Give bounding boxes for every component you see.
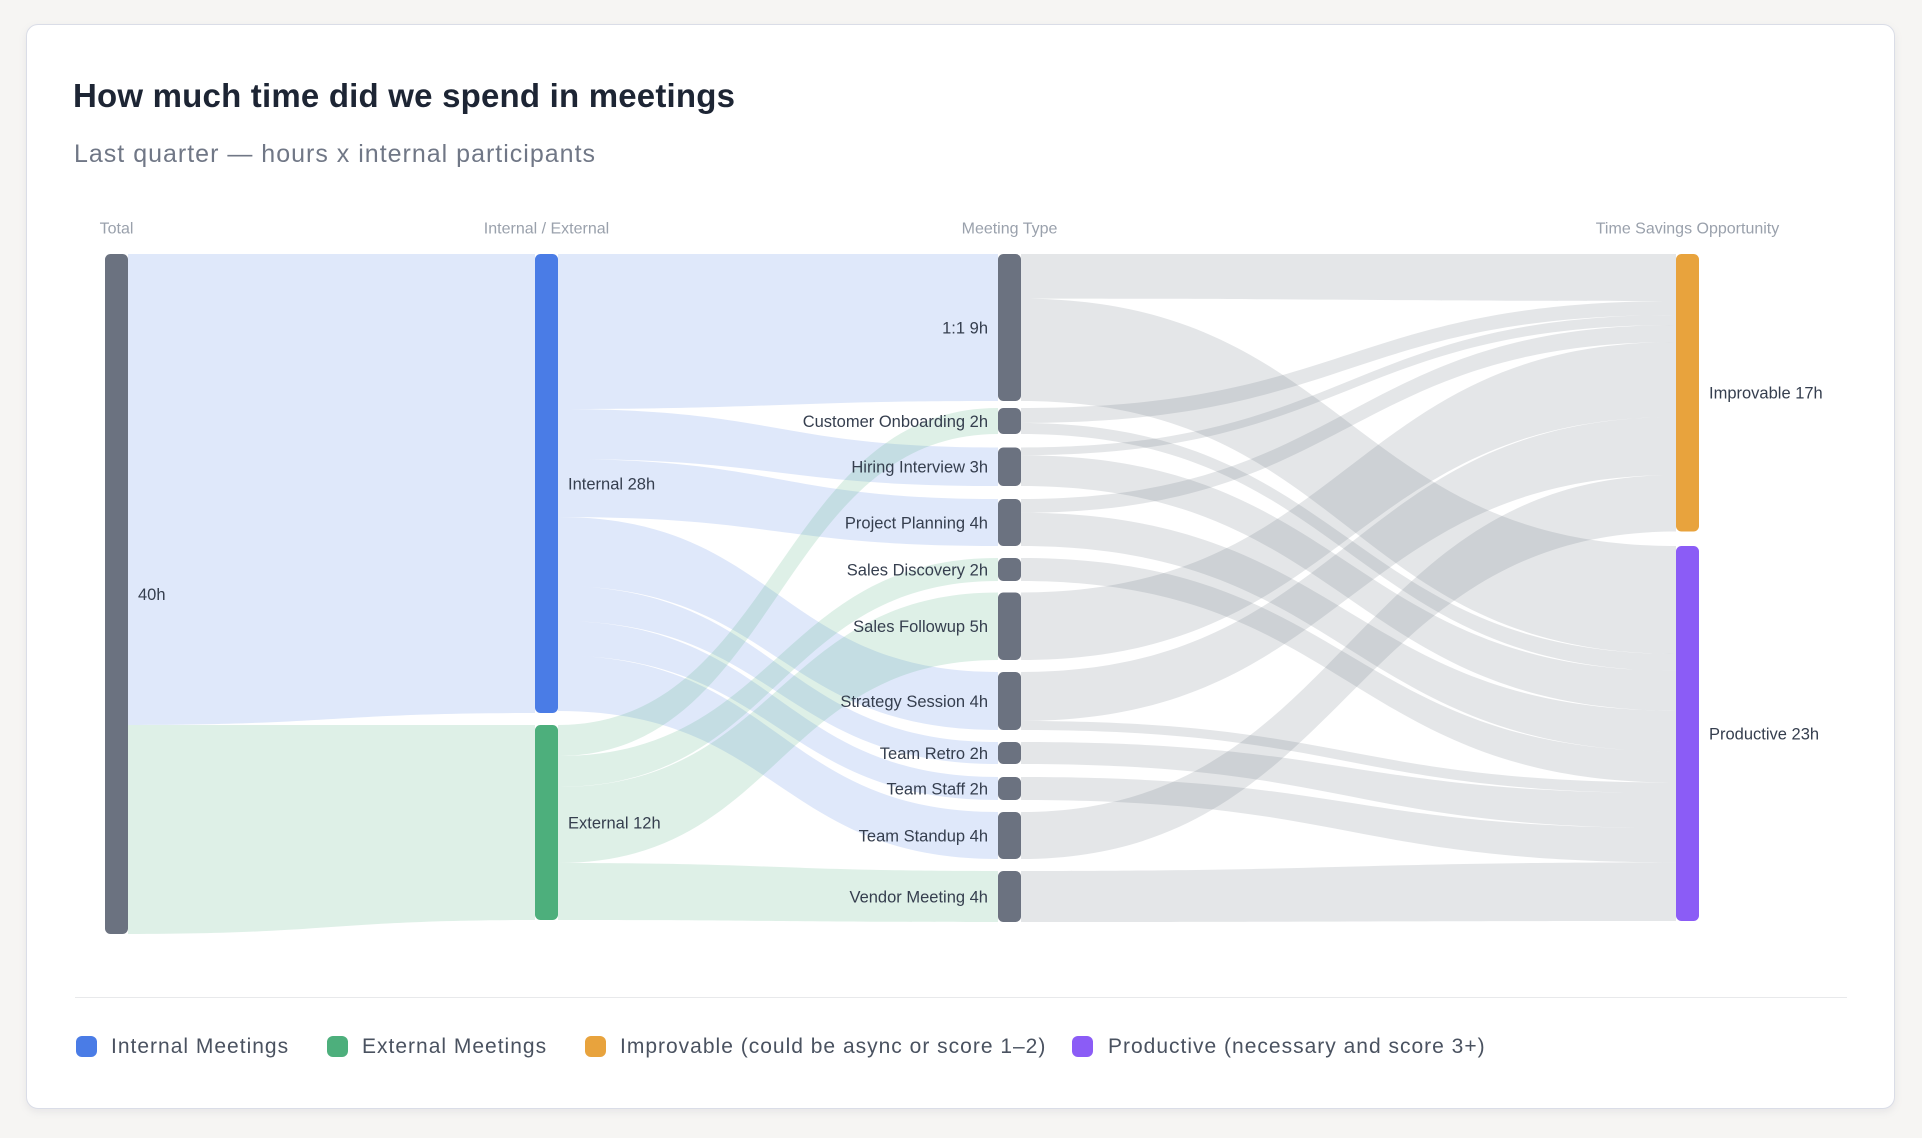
svg-text:Hiring Interview 3h: Hiring Interview 3h [851, 459, 988, 477]
svg-text:Total: Total [100, 221, 134, 238]
svg-text:Team Standup 4h: Team Standup 4h [859, 827, 988, 845]
svg-text:Customer Onboarding 2h: Customer Onboarding 2h [803, 413, 988, 431]
svg-text:Meeting Type: Meeting Type [962, 221, 1058, 238]
svg-text:Team Staff 2h: Team Staff 2h [886, 780, 988, 798]
svg-text:Team Retro 2h: Team Retro 2h [880, 745, 988, 763]
svg-text:Improvable 17h: Improvable 17h [1709, 385, 1823, 403]
svg-text:Strategy Session 4h: Strategy Session 4h [840, 693, 988, 711]
svg-text:Time Savings Opportunity: Time Savings Opportunity [1596, 221, 1779, 238]
svg-text:Sales Discovery 2h: Sales Discovery 2h [847, 561, 988, 579]
svg-text:External 12h: External 12h [568, 814, 661, 832]
svg-text:Internal 28h: Internal 28h [568, 475, 655, 493]
svg-text:1:1 9h: 1:1 9h [942, 319, 988, 337]
svg-text:40h: 40h [138, 586, 166, 604]
svg-text:Productive 23h: Productive 23h [1709, 725, 1819, 743]
svg-text:Sales Followup 5h: Sales Followup 5h [853, 618, 988, 636]
svg-text:Internal / External: Internal / External [484, 221, 609, 238]
svg-text:Project Planning 4h: Project Planning 4h [845, 514, 988, 532]
svg-text:Vendor Meeting 4h: Vendor Meeting 4h [849, 888, 988, 906]
